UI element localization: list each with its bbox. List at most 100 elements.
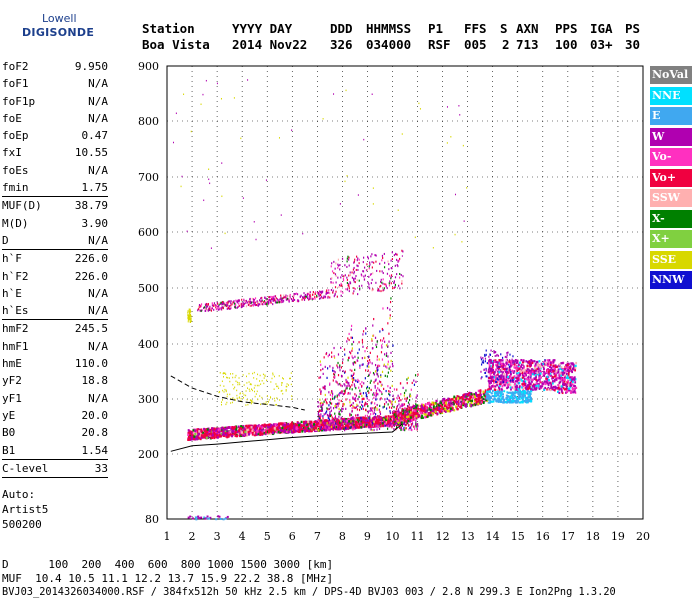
echo-point <box>189 314 191 317</box>
echo-point <box>206 432 209 435</box>
echo-point <box>485 393 488 396</box>
echo-point <box>305 423 308 426</box>
echo-point <box>302 428 305 432</box>
echo-point <box>543 364 546 367</box>
echo-point <box>492 381 495 384</box>
echo-point <box>222 376 224 378</box>
echo-point <box>394 400 396 403</box>
echo-point <box>247 433 250 436</box>
echo-point <box>359 421 361 424</box>
echo-point <box>554 375 556 378</box>
echo-point <box>333 356 336 359</box>
echo-point <box>188 317 190 320</box>
echo-point <box>354 355 356 358</box>
echo-point <box>332 428 334 431</box>
echo-point <box>330 427 333 430</box>
echo-point <box>562 367 565 371</box>
echo-point <box>342 393 344 396</box>
echo-point <box>421 404 423 408</box>
echo-point <box>348 338 350 342</box>
echo-point <box>219 391 221 393</box>
echo-point <box>372 424 374 427</box>
echo-point <box>370 407 372 410</box>
echo-point <box>365 402 367 405</box>
echo-point <box>367 389 369 393</box>
echo-point <box>295 292 298 295</box>
echo-point <box>345 427 347 431</box>
echo-point <box>444 407 447 410</box>
echo-point <box>192 437 195 440</box>
echo-point <box>252 401 254 403</box>
echo-point <box>506 363 508 366</box>
echo-point <box>543 370 545 374</box>
param-value: 3.90 <box>81 216 109 230</box>
echo-point <box>477 398 480 402</box>
echo-point <box>290 372 292 374</box>
header-cell-6: S <box>500 21 508 36</box>
echo-point <box>330 406 332 409</box>
echo-point <box>230 431 233 435</box>
echo-point <box>247 430 250 434</box>
echo-point <box>393 420 396 424</box>
echo-point <box>442 401 445 404</box>
echo-point <box>381 344 383 347</box>
echo-point <box>418 414 421 418</box>
echo-point <box>531 370 534 373</box>
echo-point <box>194 438 197 441</box>
echo-point <box>218 391 220 394</box>
echo-point <box>331 422 334 425</box>
echo-point <box>553 378 556 382</box>
echo-point <box>238 427 241 430</box>
echo-point <box>496 381 498 384</box>
header-cell-0: Boa Vista <box>142 37 210 52</box>
echo-point <box>470 403 473 406</box>
echo-point <box>234 399 236 401</box>
echo-point <box>497 368 500 371</box>
echo-point <box>331 392 334 395</box>
param-name: D <box>2 233 9 247</box>
echo-point <box>349 423 352 427</box>
echo-point <box>286 427 289 431</box>
echo-point <box>507 382 510 386</box>
echo-point <box>346 425 349 428</box>
echo-point <box>409 411 412 414</box>
echo-point <box>246 426 249 429</box>
echo-point <box>564 368 567 371</box>
echo-point <box>309 291 311 294</box>
echo-point <box>329 421 331 424</box>
echo-point <box>383 266 386 269</box>
echo-point <box>313 292 315 295</box>
echo-point <box>469 396 472 399</box>
echo-point <box>509 361 512 365</box>
param-row: h`E N/A <box>2 285 108 302</box>
echo-point <box>537 366 540 369</box>
echo-point <box>245 390 247 392</box>
echo-point <box>358 395 360 399</box>
echo-point <box>443 409 446 413</box>
echo-point <box>392 398 394 401</box>
echo-point <box>514 389 517 392</box>
echo-point <box>235 374 237 377</box>
echo-point <box>293 424 296 428</box>
echo-point <box>343 348 346 351</box>
param-value: N/A <box>88 163 108 177</box>
echo-point <box>266 301 268 304</box>
echo-point <box>370 379 372 382</box>
echo-point <box>231 433 234 436</box>
echo-point <box>350 328 352 331</box>
echo-point <box>441 403 444 407</box>
echo-point <box>359 287 361 290</box>
echo-point <box>330 425 333 429</box>
echo-point <box>516 369 519 372</box>
echo-point <box>314 420 317 424</box>
echo-point <box>526 390 529 393</box>
echo-point <box>477 396 480 400</box>
echo-point <box>396 396 398 400</box>
echo-point <box>270 425 273 428</box>
echo-point <box>368 355 370 358</box>
echo-point <box>465 395 467 398</box>
echo-point <box>510 365 512 368</box>
echo-point <box>216 427 219 431</box>
echo-point <box>326 413 329 417</box>
echo-point <box>242 396 244 399</box>
